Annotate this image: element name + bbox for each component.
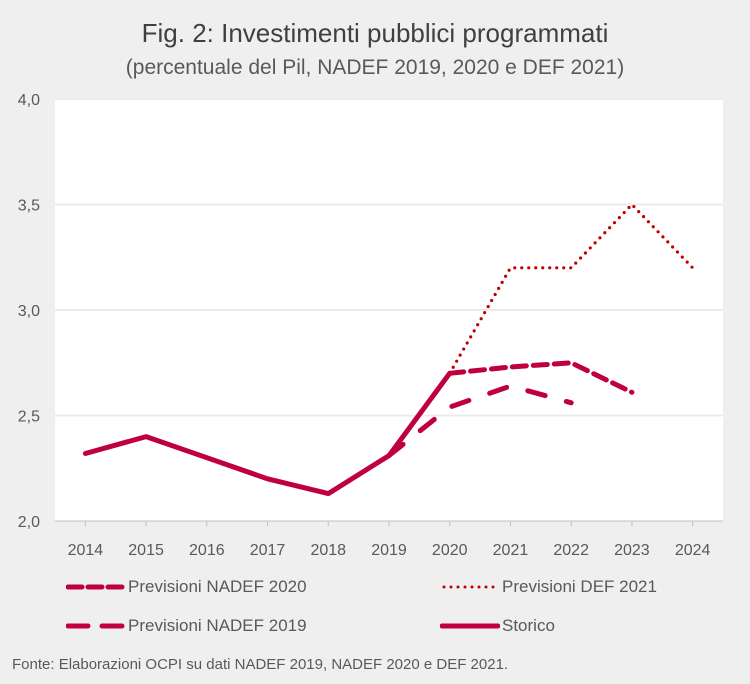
x-tick-label: 2017 <box>250 542 286 559</box>
legend-item-nadef-2020: Previsioni NADEF 2020 <box>66 577 307 597</box>
series-line-previsioni-nadef-2020 <box>447 360 635 395</box>
x-tick-label: 2016 <box>189 542 225 559</box>
y-tick-label: 2,0 <box>18 514 40 531</box>
long-dash-swatch-icon <box>66 623 126 629</box>
legend-item-nadef-2019: Previsioni NADEF 2019 <box>66 616 307 636</box>
y-tick-label: 4,0 <box>18 92 40 109</box>
y-tick-label: 3,0 <box>18 303 40 320</box>
legend-label: Previsioni DEF 2021 <box>502 577 657 596</box>
x-tick-label: 2014 <box>68 542 104 559</box>
x-tick-label: 2023 <box>614 542 650 559</box>
chart-subtitle: (percentuale del Pil, NADEF 2019, 2020 e… <box>125 56 625 79</box>
x-tick-label: 2021 <box>493 542 529 559</box>
dotted-line-swatch-icon <box>442 585 500 589</box>
y-tick-label: 2,5 <box>18 409 40 426</box>
series-line-storico <box>82 370 453 497</box>
series-line-previsioni-nadef-2019 <box>386 383 574 459</box>
x-tick-label: 2019 <box>371 542 407 559</box>
solid-line-swatch-icon <box>440 623 500 629</box>
legend-label: Previsioni NADEF 2020 <box>128 577 307 596</box>
legend-label: Previsioni NADEF 2019 <box>128 616 307 635</box>
legend-item-storico: Storico <box>440 616 555 636</box>
dashed-line-swatch-icon <box>66 584 126 590</box>
y-tick-label: 3,5 <box>18 198 40 215</box>
x-tick-label: 2024 <box>675 542 711 559</box>
chart-title: Fig. 2: Investimenti pubblici programmat… <box>141 18 609 48</box>
x-tick-label: 2022 <box>553 542 589 559</box>
legend-item-def-2021: Previsioni DEF 2021 <box>440 577 657 597</box>
source-note: Fonte: Elaborazioni OCPI su dati NADEF 2… <box>12 656 509 673</box>
x-tick-label: 2018 <box>310 542 346 559</box>
x-tick-label: 2015 <box>128 542 164 559</box>
series-line-previsioni-def-2021 <box>448 202 695 375</box>
legend-label: Storico <box>502 616 555 635</box>
x-tick-label: 2020 <box>432 542 468 559</box>
